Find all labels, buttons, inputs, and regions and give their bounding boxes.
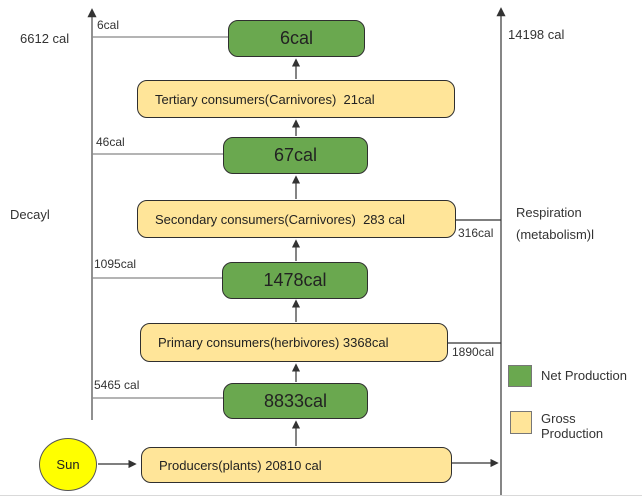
decay-flow-5465cal: 5465 cal: [94, 378, 140, 392]
legend-net-label: Net Production: [541, 368, 627, 383]
net-box-tertiary-label: 6cal: [279, 28, 314, 48]
sun-label: Sun: [56, 457, 80, 472]
net-box-primary-label: 1478cal: [263, 270, 327, 290]
decay-flow-46cal: 46cal: [96, 135, 125, 149]
legend-gross-swatch: [510, 411, 532, 434]
legend-gross-label: Gross Production: [541, 411, 604, 441]
gross-box-secondary-label: Secondary consumers(Carnivores) 283 cal: [155, 211, 405, 227]
respiration-title-line2: (metabolism)l: [516, 227, 595, 242]
net-box-tertiary: 6cal: [228, 20, 365, 57]
net-box-producers-label: 8833cal: [263, 390, 328, 411]
respiration-flow-1890cal: 1890cal: [452, 345, 495, 359]
sun-shape: Sun: [39, 438, 97, 491]
net-box-producers: 8833cal: [223, 383, 368, 419]
decay-total-label: 6612 cal: [20, 31, 70, 46]
gross-box-producers-label: Producers(plants) 20810 cal: [159, 457, 322, 473]
net-box-primary: 1478cal: [222, 262, 368, 299]
net-box-secondary-label: 67cal: [273, 145, 318, 165]
decay-flow-1095cal: 1095cal: [94, 257, 137, 271]
respiration-title-line1: Respiration: [516, 205, 582, 220]
respiration-total-label: 14198 cal: [508, 27, 565, 42]
gross-box-secondary: Secondary consumers(Carnivores) 283 cal: [137, 200, 456, 238]
net-box-secondary: 67cal: [223, 137, 368, 174]
respiration-flow-316cal: 316cal: [458, 226, 494, 240]
gross-box-producers: Producers(plants) 20810 cal: [141, 447, 452, 483]
decay-flow-6cal: 6cal: [97, 18, 120, 32]
legend-net-swatch: [508, 365, 532, 387]
gross-box-tertiary: Tertiary consumers(Carnivores) 21cal: [137, 80, 455, 118]
gross-box-tertiary-label: Tertiary consumers(Carnivores) 21cal: [155, 91, 375, 107]
gross-box-primary: Primary consumers(herbivores) 3368cal: [140, 323, 448, 362]
decay-title-label: Decayl: [10, 207, 50, 222]
gross-box-primary-label: Primary consumers(herbivores) 3368cal: [158, 335, 389, 350]
